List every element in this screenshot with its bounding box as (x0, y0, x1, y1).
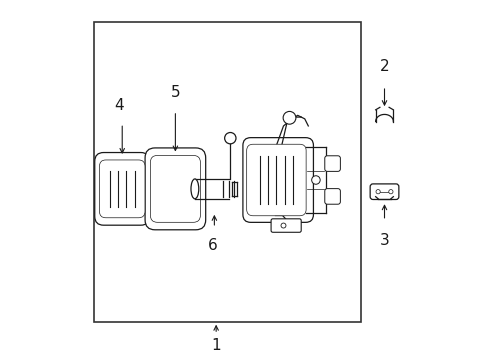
Text: 6: 6 (207, 238, 217, 253)
Circle shape (281, 223, 285, 228)
FancyBboxPatch shape (324, 189, 340, 204)
Text: 2: 2 (379, 59, 388, 74)
Circle shape (311, 176, 320, 184)
FancyBboxPatch shape (99, 160, 144, 218)
Circle shape (388, 190, 392, 194)
Circle shape (224, 132, 236, 144)
Text: 3: 3 (379, 233, 388, 248)
FancyBboxPatch shape (243, 138, 313, 222)
FancyBboxPatch shape (270, 219, 301, 232)
FancyBboxPatch shape (95, 153, 149, 225)
Text: 4: 4 (114, 98, 123, 113)
Text: 5: 5 (170, 85, 180, 100)
Ellipse shape (191, 179, 198, 199)
FancyBboxPatch shape (150, 156, 200, 222)
FancyBboxPatch shape (324, 156, 340, 171)
FancyBboxPatch shape (145, 148, 205, 230)
Text: 1: 1 (211, 338, 221, 353)
Bar (94, 22, 361, 322)
Circle shape (375, 190, 380, 194)
Circle shape (283, 111, 295, 124)
FancyBboxPatch shape (246, 144, 305, 216)
FancyBboxPatch shape (369, 184, 398, 199)
